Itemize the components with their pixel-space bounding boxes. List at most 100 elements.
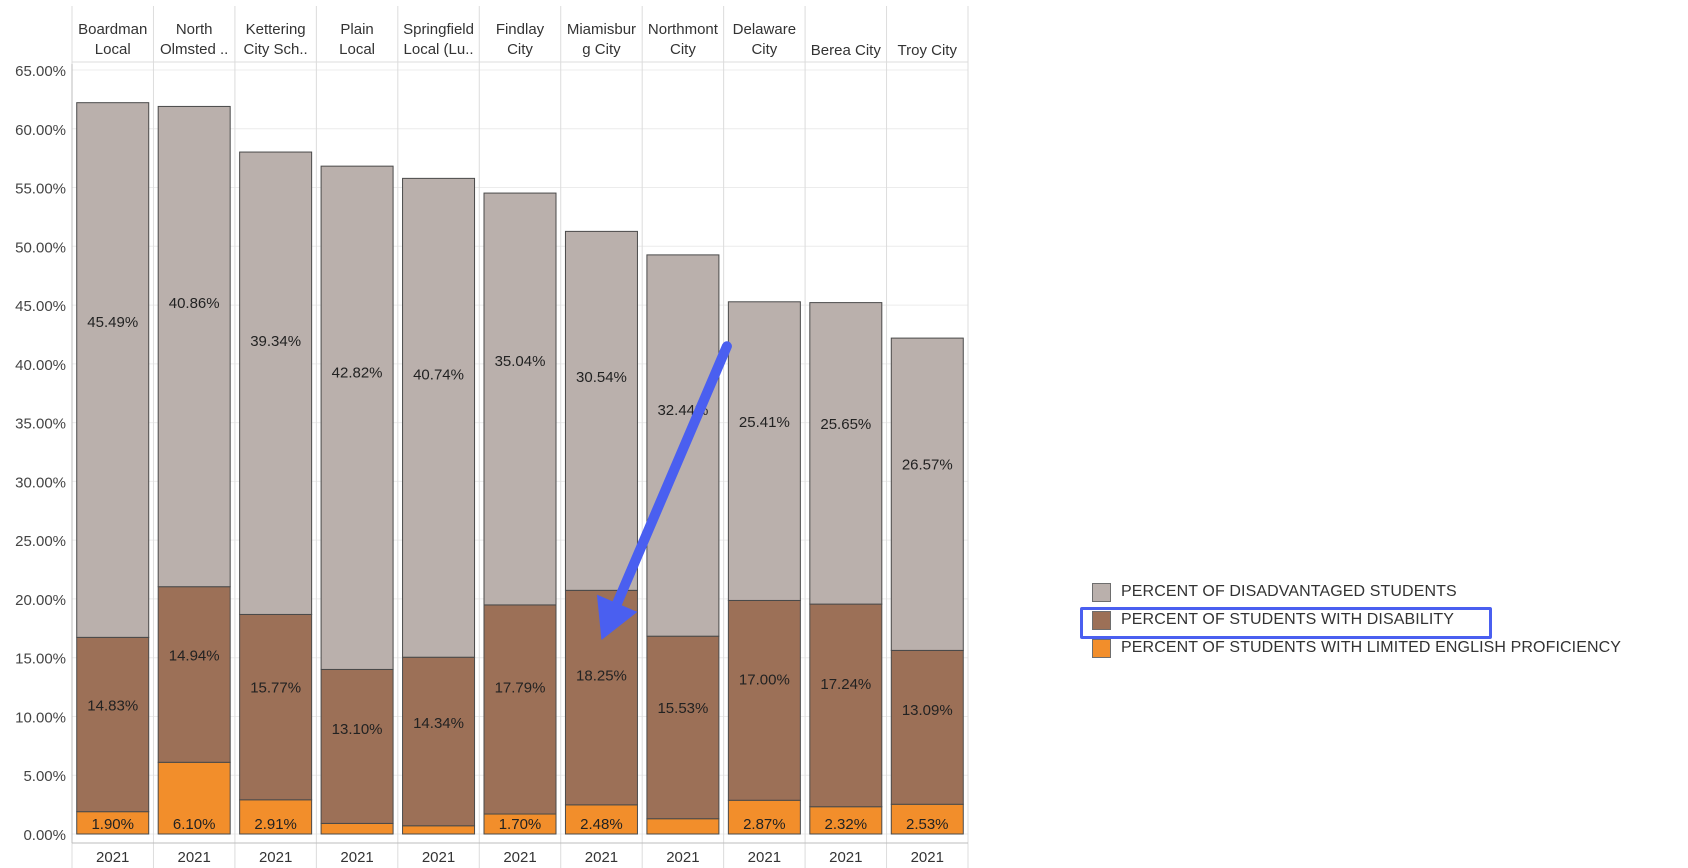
category-label: Miamisbur xyxy=(567,21,636,38)
data-label: 17.79% xyxy=(495,680,546,697)
category-label: Northmont xyxy=(648,21,719,38)
y-tick-label: 35.00% xyxy=(15,416,66,433)
data-label: 15.53% xyxy=(657,700,708,717)
legend-item-limited-english[interactable]: PERCENT OF STUDENTS WITH LIMITED ENGLISH… xyxy=(1092,634,1621,662)
bar-segment xyxy=(402,825,476,835)
plot-frame xyxy=(71,6,969,868)
year-label: 2021 xyxy=(422,849,455,866)
data-label: 13.10% xyxy=(332,721,383,738)
category-label: Local xyxy=(339,41,375,58)
bar-segment xyxy=(890,803,964,835)
bar-segment xyxy=(727,301,801,601)
data-label: 30.54% xyxy=(576,369,627,386)
legend-highlight-box xyxy=(1080,607,1492,639)
data-label: 1.70% xyxy=(499,816,542,833)
category-label: Plain xyxy=(340,21,373,38)
y-tick-label: 60.00% xyxy=(15,122,66,139)
category-label: Delaware xyxy=(733,21,796,38)
bar-segment xyxy=(483,192,557,606)
bar-segment xyxy=(402,656,476,827)
data-label: 6.10% xyxy=(173,816,216,833)
category-label: City xyxy=(751,41,777,58)
legend-swatch xyxy=(1092,638,1111,658)
bar-segment xyxy=(809,302,883,605)
data-label: 2.32% xyxy=(825,816,868,833)
data-label: 13.09% xyxy=(902,702,953,719)
category-label: City xyxy=(507,41,533,58)
y-tick-label: 55.00% xyxy=(15,181,66,198)
data-label: 35.04% xyxy=(495,353,546,370)
bar-segment xyxy=(809,603,883,808)
year-label: 2021 xyxy=(666,849,699,866)
legend-label: PERCENT OF STUDENTS WITH DISABILITY xyxy=(1121,611,1455,628)
y-tick-label: 25.00% xyxy=(15,533,66,550)
category-label: Olmsted .. xyxy=(160,41,228,58)
data-label: 18.25% xyxy=(576,667,627,684)
legend: PERCENT OF DISADVANTAGED STUDENTS PERCEN… xyxy=(1080,578,1621,662)
year-label: 2021 xyxy=(259,849,292,866)
y-tick-label: 10.00% xyxy=(15,709,66,726)
bar-segment xyxy=(646,818,720,835)
bar-segment xyxy=(239,799,313,835)
category-label: City xyxy=(670,41,696,58)
category-label: Local (Lu.. xyxy=(404,41,474,58)
data-label: 26.57% xyxy=(902,456,953,473)
bars xyxy=(76,102,964,835)
legend-item-disadvantaged[interactable]: PERCENT OF DISADVANTAGED STUDENTS xyxy=(1092,578,1621,606)
legend-label: PERCENT OF DISADVANTAGED STUDENTS xyxy=(1121,583,1457,600)
year-label: 2021 xyxy=(829,849,862,866)
category-label: Boardman xyxy=(78,21,147,38)
y-tick-label: 50.00% xyxy=(15,239,66,256)
annotations xyxy=(596,341,732,641)
data-labels: 1.90% 6.10% 2.91% 1.70% 2.48% 2.87% 2.32% 2.53%… xyxy=(87,295,952,833)
year-footer: 2021 2021 2021 2021 2021 2021 2021 2021 2021 2021… xyxy=(96,849,944,866)
y-tick-label: 30.00% xyxy=(15,474,66,491)
bar-segment xyxy=(564,804,638,835)
category-label: Findlay xyxy=(496,21,545,38)
bar-segment xyxy=(157,586,231,763)
year-label: 2021 xyxy=(96,849,129,866)
y-tick-label: 5.00% xyxy=(23,768,66,785)
bar-segment xyxy=(402,177,476,658)
data-label: 14.34% xyxy=(413,715,464,732)
bar-segment xyxy=(320,165,394,670)
legend-item-disability[interactable]: PERCENT OF STUDENTS WITH DISABILITY xyxy=(1080,606,1621,639)
year-label: 2021 xyxy=(911,849,944,866)
y-tick-label: 40.00% xyxy=(15,357,66,374)
bar-segment xyxy=(483,604,557,815)
annotation-arrow-head xyxy=(596,594,638,641)
category-label: Springfield xyxy=(403,21,474,38)
y-tick-label: 20.00% xyxy=(15,592,66,609)
bar-segment xyxy=(727,799,801,835)
bar-segment xyxy=(76,636,150,813)
data-label: 39.34% xyxy=(250,333,301,350)
year-label: 2021 xyxy=(585,849,618,866)
data-label: 40.74% xyxy=(413,366,464,383)
bar-segment xyxy=(564,230,638,591)
data-label: 2.48% xyxy=(580,816,623,833)
category-label: North xyxy=(176,21,213,38)
data-label: 2.53% xyxy=(906,816,949,833)
bar-segment xyxy=(157,105,231,588)
y-tick-label: 45.00% xyxy=(15,298,66,315)
category-label: Local xyxy=(95,41,131,58)
data-label: 17.00% xyxy=(739,671,790,688)
year-label: 2021 xyxy=(748,849,781,866)
bar-segment xyxy=(890,337,964,651)
bar-segment xyxy=(890,649,964,805)
data-label: 2.91% xyxy=(254,816,297,833)
data-label: 40.86% xyxy=(169,295,220,312)
bar-segment xyxy=(239,151,313,615)
category-label: Kettering xyxy=(246,21,306,38)
data-label: 25.65% xyxy=(820,416,871,433)
year-label: 2021 xyxy=(503,849,536,866)
annotation-arrow-shaft xyxy=(612,341,732,609)
bar-segment xyxy=(239,613,313,801)
data-label: 2.87% xyxy=(743,816,786,833)
category-label: Troy City xyxy=(898,42,958,59)
data-label: 1.90% xyxy=(91,816,134,833)
year-label: 2021 xyxy=(177,849,210,866)
category-label: Berea City xyxy=(811,42,882,59)
data-label: 17.24% xyxy=(820,676,871,693)
